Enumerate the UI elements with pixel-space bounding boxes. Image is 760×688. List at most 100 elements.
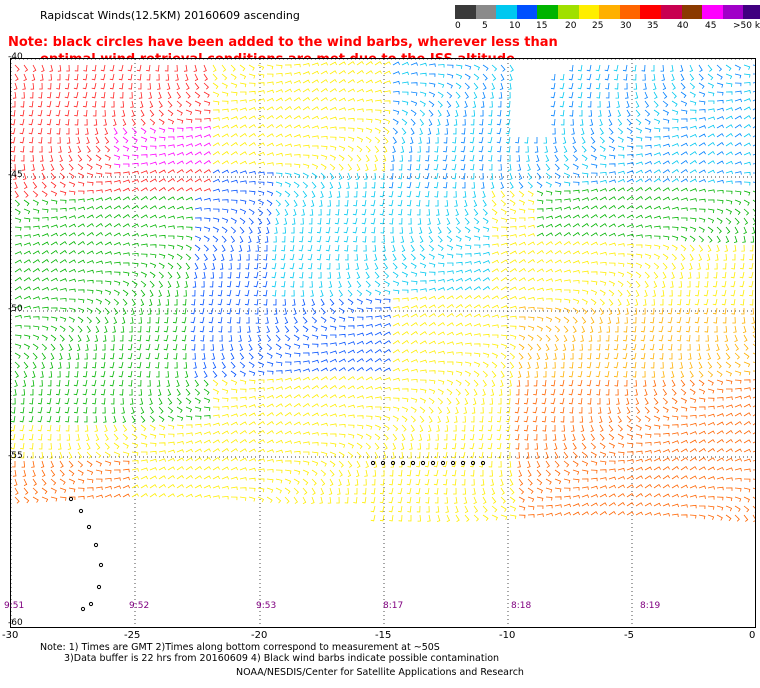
wind-barb bbox=[518, 487, 525, 495]
wind-barb bbox=[274, 316, 279, 324]
wind-barb bbox=[527, 250, 535, 255]
wind-barb bbox=[372, 469, 377, 477]
wind-barb bbox=[365, 367, 373, 372]
wind-barb bbox=[55, 406, 61, 414]
wind-barb bbox=[725, 439, 733, 444]
wind-barb bbox=[68, 207, 76, 211]
wind-barb bbox=[356, 340, 364, 345]
wind-barb bbox=[478, 127, 484, 135]
wind-barb bbox=[239, 457, 247, 462]
wind-barb bbox=[428, 244, 435, 252]
wind-barb bbox=[554, 207, 562, 211]
wind-barb bbox=[562, 343, 567, 351]
wind-barb bbox=[14, 314, 22, 319]
wind-barb bbox=[181, 334, 187, 342]
wind-barb bbox=[293, 316, 298, 324]
wind-barb bbox=[82, 397, 88, 405]
wind-barb bbox=[19, 127, 25, 135]
wind-barb bbox=[445, 415, 450, 423]
wind-barb bbox=[275, 421, 283, 426]
wind-barb bbox=[401, 244, 406, 252]
wind-barb bbox=[95, 289, 103, 295]
wind-barb bbox=[140, 187, 148, 192]
wind-barb bbox=[131, 271, 139, 277]
wind-barb bbox=[671, 143, 679, 147]
wind-barb bbox=[597, 334, 601, 342]
wind-barb bbox=[95, 197, 103, 201]
wind-barb bbox=[482, 243, 490, 248]
wind-barb bbox=[419, 288, 427, 292]
wind-barb bbox=[203, 457, 211, 462]
wind-barb bbox=[428, 271, 436, 276]
wind-barb bbox=[577, 379, 583, 387]
wind-barb bbox=[536, 469, 542, 477]
wind-barb bbox=[221, 485, 229, 490]
wind-barb bbox=[130, 100, 134, 108]
wind-barb bbox=[104, 469, 112, 474]
wind-barb bbox=[410, 244, 415, 252]
wind-barb bbox=[158, 234, 166, 239]
wind-barb bbox=[113, 451, 121, 458]
wind-barb bbox=[41, 225, 49, 229]
wind-barb bbox=[608, 451, 616, 457]
wind-barb bbox=[338, 460, 344, 468]
wind-barb bbox=[239, 208, 247, 215]
wind-barb bbox=[266, 421, 274, 426]
wind-barb bbox=[428, 235, 434, 243]
wind-barb bbox=[499, 172, 503, 180]
wind-barb bbox=[356, 405, 364, 409]
wind-barb bbox=[705, 262, 710, 270]
wind-barb bbox=[527, 224, 535, 229]
wind-barb bbox=[563, 298, 571, 304]
wind-barb bbox=[122, 118, 127, 126]
wind-barb bbox=[734, 467, 742, 472]
wind-barb bbox=[407, 515, 412, 522]
wind-barb bbox=[401, 271, 408, 278]
wind-barb bbox=[581, 298, 588, 305]
wind-barb bbox=[644, 271, 650, 279]
wind-barb bbox=[163, 334, 169, 342]
wind-barb bbox=[103, 415, 107, 423]
wind-barb bbox=[698, 188, 706, 193]
wind-barb bbox=[716, 235, 721, 243]
wind-barb bbox=[668, 343, 673, 351]
wind-barb bbox=[707, 235, 713, 243]
wind-barb bbox=[653, 457, 661, 462]
wind-barb bbox=[491, 295, 499, 300]
wind-barb bbox=[14, 324, 22, 329]
wind-barb bbox=[689, 457, 697, 462]
wind-barb bbox=[497, 154, 502, 162]
wind-barb bbox=[464, 261, 472, 265]
wind-barb bbox=[590, 188, 598, 193]
wind-barb bbox=[596, 343, 601, 351]
wind-barb bbox=[41, 217, 49, 221]
wind-barb bbox=[743, 181, 751, 186]
wind-barb bbox=[525, 145, 529, 153]
wind-barb bbox=[57, 136, 61, 144]
wind-barb bbox=[140, 424, 147, 432]
wind-barb bbox=[731, 262, 736, 270]
wind-barb bbox=[743, 496, 750, 503]
wind-barb bbox=[221, 169, 229, 174]
wind-barb bbox=[12, 163, 16, 171]
wind-barb bbox=[284, 64, 292, 68]
wind-barb bbox=[191, 334, 196, 342]
wind-barb bbox=[552, 127, 556, 135]
wind-barb bbox=[533, 424, 538, 432]
wind-barb bbox=[86, 325, 91, 333]
wind-barb bbox=[545, 478, 552, 485]
wind-barb bbox=[716, 514, 723, 521]
wind-barb bbox=[428, 100, 435, 108]
wind-barb bbox=[698, 495, 706, 499]
wind-barb bbox=[725, 180, 733, 185]
wind-barb bbox=[365, 163, 369, 171]
wind-barb bbox=[716, 370, 723, 377]
wind-barb bbox=[48, 73, 52, 81]
wind-barb bbox=[212, 406, 220, 411]
wind-barb bbox=[509, 286, 517, 291]
wind-barb bbox=[167, 424, 175, 430]
wind-barb bbox=[662, 143, 670, 148]
wind-barb bbox=[194, 235, 202, 242]
wind-barb bbox=[617, 424, 623, 432]
wind-barb bbox=[20, 406, 25, 414]
